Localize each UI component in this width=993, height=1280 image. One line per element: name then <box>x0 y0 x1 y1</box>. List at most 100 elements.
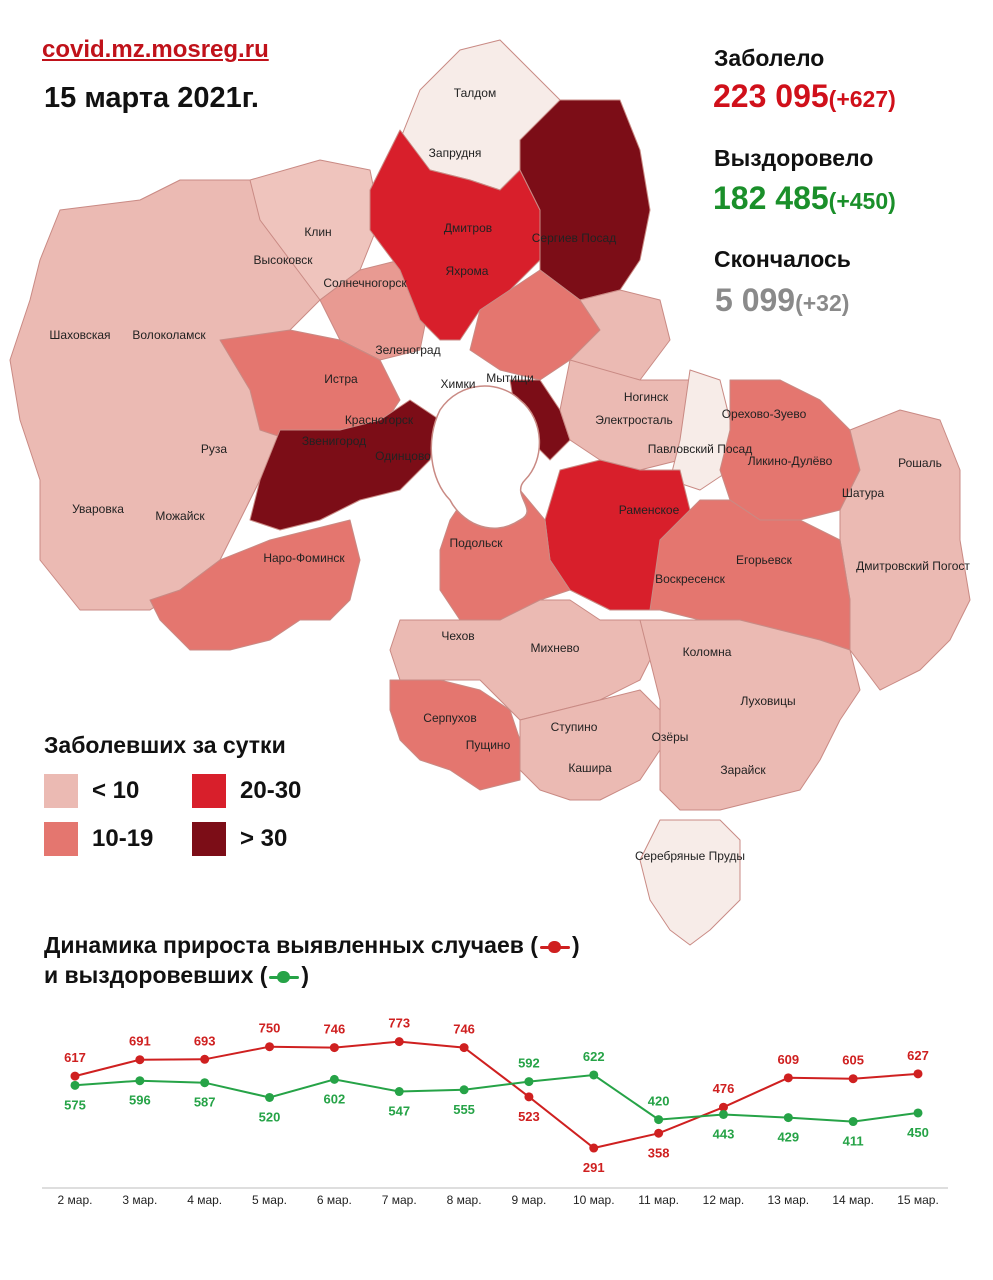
chart-title-end1: ) <box>571 932 580 958</box>
map-city-label: Рошаль <box>898 456 942 470</box>
infected-stat: 223 095(+627) <box>713 78 896 115</box>
x-tick-label: 11 мар. <box>638 1193 679 1207</box>
x-tick-label: 6 мар. <box>317 1193 352 1207</box>
map-city-label: Ступино <box>551 720 598 734</box>
map-region-stupino <box>519 689 661 801</box>
moscow-city-cutout <box>430 385 541 530</box>
infected-label: Заболело <box>714 45 825 71</box>
recovered-label: Выздоровело <box>714 145 874 171</box>
recovered-series-marker-icon <box>269 970 300 983</box>
recovered-data-label: 443 <box>713 1126 735 1141</box>
map-city-label: Подольск <box>450 536 504 550</box>
map-city-label: Запрудня <box>429 146 482 160</box>
map-city-label: Раменское <box>619 503 680 517</box>
recovered-data-label: 587 <box>194 1095 216 1110</box>
cases-point <box>524 1092 534 1102</box>
recovered-point <box>70 1080 80 1090</box>
recovered-point <box>654 1115 664 1125</box>
map-region-orekhovo <box>719 379 861 521</box>
cases-data-label: 609 <box>777 1052 799 1067</box>
recovered-value: 182 485 <box>713 180 829 216</box>
map-city-label: Серебряные Пруды <box>635 849 745 863</box>
dynamics-line-chart: 617 691 693 750 746 773 746 523 291 358 476 609 605 6… <box>42 1016 948 1207</box>
recovered-point <box>783 1113 793 1123</box>
recovered-data-label: 420 <box>648 1094 670 1109</box>
report-date: 15 марта 2021г. <box>44 82 259 114</box>
map-city-label: Шаховская <box>49 328 110 342</box>
map-city-label: Михнево <box>531 641 580 655</box>
cases-data-label: 746 <box>453 1022 475 1037</box>
cases-point <box>913 1069 923 1079</box>
cases-point <box>265 1042 275 1052</box>
recovered-stat: 182 485(+450) <box>713 180 896 217</box>
map-city-label: Клин <box>304 225 331 239</box>
cases-data-label: 476 <box>713 1081 735 1096</box>
map-region-serebryanye-prudy <box>639 819 741 946</box>
cases-data-label: 523 <box>518 1109 540 1124</box>
map-city-label: Зарайск <box>720 763 766 777</box>
map-city-label: Волоколамск <box>132 328 206 342</box>
map-region-noginsk <box>559 359 691 471</box>
x-tick-label: 9 мар. <box>511 1193 546 1207</box>
recovered-data-label: 450 <box>907 1125 929 1140</box>
map-city-label: Кашира <box>568 761 612 775</box>
map-city-label: Озёры <box>652 730 689 744</box>
map-city-label: Яхрома <box>446 264 489 278</box>
deceased-label: Скончалось <box>714 246 851 272</box>
infected-value: 223 095 <box>713 78 829 114</box>
map-city-label: Истра <box>324 372 358 386</box>
map-city-label: Ликино-Дулёво <box>748 454 833 468</box>
map-city-label: Чехов <box>441 629 474 643</box>
cases-series-marker-icon <box>539 940 570 953</box>
recovered-data-label: 555 <box>453 1102 475 1117</box>
cases-data-label: 773 <box>388 1016 410 1031</box>
map-city-label: Луховицы <box>740 694 795 708</box>
cases-data-label: 358 <box>648 1145 670 1160</box>
legend-label-lt10: < 10 <box>92 777 140 804</box>
legend-title: Заболевших за сутки <box>44 732 286 758</box>
recovered-point <box>135 1076 145 1086</box>
recovered-point <box>394 1087 404 1097</box>
cases-data-label: 750 <box>259 1021 281 1036</box>
map-city-label: Талдом <box>454 86 496 100</box>
source-link[interactable]: covid.mz.mosreg.ru <box>42 36 269 63</box>
map-city-label: Коломна <box>683 645 732 659</box>
map-city-label: Руза <box>201 442 228 456</box>
cases-data-label: 691 <box>129 1034 151 1049</box>
map-city-label: Шатура <box>842 486 885 500</box>
map-city-label: Звенигород <box>302 434 366 448</box>
map-region-pavlovsky-posad <box>669 369 731 491</box>
cases-point <box>589 1143 599 1153</box>
map-city-label: Красногорск <box>345 413 414 427</box>
map-city-label: Химки <box>441 377 476 391</box>
map-city-label: Зеленоград <box>375 343 440 357</box>
x-tick-label: 10 мар. <box>573 1193 615 1207</box>
recovered-point <box>265 1092 275 1102</box>
recovered-point <box>848 1117 858 1127</box>
recovered-point <box>589 1070 599 1080</box>
chart-title-line1: Динамика прироста выявленных случаев () <box>44 932 580 959</box>
recovered-series-line <box>74 1073 919 1123</box>
recovered-point <box>913 1108 923 1118</box>
recovered-point <box>718 1109 728 1119</box>
cases-point <box>848 1074 858 1084</box>
map-city-label: Можайск <box>155 509 205 523</box>
recovered-data-label: 575 <box>64 1097 86 1112</box>
cases-data-label: 693 <box>194 1033 216 1048</box>
legend-swatch-lt10 <box>44 774 78 808</box>
legend-label-10-19: 10-19 <box>92 825 154 852</box>
cases-data-label: 746 <box>324 1022 346 1037</box>
chart-title-end2: ) <box>301 962 310 988</box>
legend-label-20-30: 20-30 <box>240 777 302 804</box>
recovered-data-label: 547 <box>388 1104 410 1119</box>
deceased-stat: 5 099(+32) <box>715 282 849 319</box>
map-city-label: Одинцово <box>375 449 431 463</box>
cases-data-label: 605 <box>842 1053 864 1068</box>
recovered-data-label: 592 <box>518 1056 540 1071</box>
map-city-label: Орехово-Зуево <box>722 407 807 421</box>
x-tick-label: 7 мар. <box>382 1193 417 1207</box>
cases-point <box>200 1054 210 1064</box>
map-city-label: Серпухов <box>423 711 476 725</box>
map-city-label: Сергиев Посад <box>532 231 616 245</box>
cases-data-label: 627 <box>907 1048 929 1063</box>
